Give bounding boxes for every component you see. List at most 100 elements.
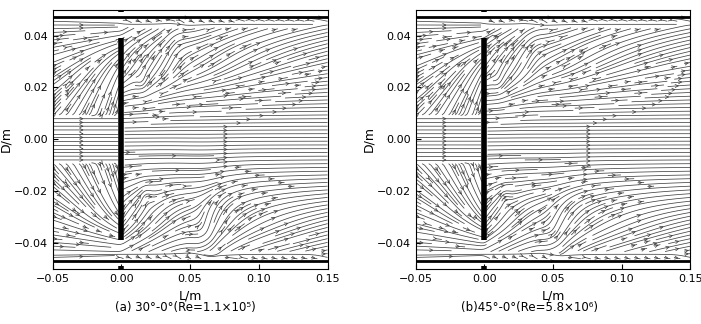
FancyArrowPatch shape <box>536 99 539 102</box>
FancyArrowPatch shape <box>465 184 468 187</box>
FancyArrowPatch shape <box>228 228 231 232</box>
FancyArrowPatch shape <box>562 66 565 69</box>
FancyArrowPatch shape <box>151 38 155 41</box>
FancyArrowPatch shape <box>443 158 446 161</box>
FancyArrowPatch shape <box>148 217 151 220</box>
FancyArrowPatch shape <box>510 57 514 60</box>
FancyArrowPatch shape <box>579 107 582 110</box>
FancyArrowPatch shape <box>416 72 419 75</box>
FancyArrowPatch shape <box>76 243 79 246</box>
FancyArrowPatch shape <box>123 177 126 180</box>
FancyArrowPatch shape <box>443 36 447 39</box>
FancyArrowPatch shape <box>519 30 523 33</box>
FancyArrowPatch shape <box>665 256 668 259</box>
FancyArrowPatch shape <box>594 248 598 251</box>
FancyArrowPatch shape <box>644 238 647 241</box>
FancyArrowPatch shape <box>173 86 176 88</box>
FancyArrowPatch shape <box>499 154 502 157</box>
FancyArrowPatch shape <box>262 192 265 195</box>
FancyArrowPatch shape <box>83 165 86 168</box>
FancyArrowPatch shape <box>571 73 574 76</box>
FancyArrowPatch shape <box>218 183 221 186</box>
FancyArrowPatch shape <box>454 43 457 47</box>
FancyArrowPatch shape <box>303 53 306 56</box>
FancyArrowPatch shape <box>295 18 299 21</box>
FancyArrowPatch shape <box>492 255 496 258</box>
FancyArrowPatch shape <box>218 195 222 198</box>
FancyArrowPatch shape <box>569 162 572 165</box>
FancyArrowPatch shape <box>306 246 309 249</box>
FancyArrowPatch shape <box>285 18 289 21</box>
FancyArrowPatch shape <box>80 241 83 244</box>
FancyArrowPatch shape <box>443 117 446 120</box>
FancyArrowPatch shape <box>637 44 641 47</box>
FancyArrowPatch shape <box>183 29 186 31</box>
FancyArrowPatch shape <box>114 170 116 174</box>
FancyArrowPatch shape <box>509 77 512 80</box>
FancyArrowPatch shape <box>130 165 132 168</box>
FancyArrowPatch shape <box>648 185 651 188</box>
FancyArrowPatch shape <box>665 96 668 98</box>
FancyArrowPatch shape <box>97 189 100 192</box>
FancyArrowPatch shape <box>133 106 136 110</box>
FancyArrowPatch shape <box>489 19 492 22</box>
FancyArrowPatch shape <box>77 180 80 183</box>
FancyArrowPatch shape <box>438 82 442 86</box>
FancyArrowPatch shape <box>173 253 177 256</box>
FancyArrowPatch shape <box>435 108 437 111</box>
FancyArrowPatch shape <box>236 166 239 169</box>
FancyArrowPatch shape <box>511 48 514 51</box>
FancyArrowPatch shape <box>224 156 227 159</box>
FancyArrowPatch shape <box>666 246 669 249</box>
FancyArrowPatch shape <box>224 152 227 155</box>
FancyArrowPatch shape <box>443 128 446 132</box>
FancyArrowPatch shape <box>669 235 672 238</box>
FancyArrowPatch shape <box>546 41 549 44</box>
FancyArrowPatch shape <box>543 45 546 48</box>
FancyArrowPatch shape <box>260 114 263 117</box>
FancyArrowPatch shape <box>77 95 80 99</box>
FancyArrowPatch shape <box>131 237 135 240</box>
FancyArrowPatch shape <box>123 71 125 74</box>
FancyArrowPatch shape <box>261 256 265 259</box>
FancyArrowPatch shape <box>224 221 227 224</box>
FancyArrowPatch shape <box>622 238 625 241</box>
FancyArrowPatch shape <box>440 226 442 229</box>
FancyArrowPatch shape <box>639 81 641 84</box>
FancyArrowPatch shape <box>164 191 168 194</box>
FancyArrowPatch shape <box>443 151 446 154</box>
FancyArrowPatch shape <box>647 234 651 237</box>
FancyArrowPatch shape <box>149 195 151 198</box>
FancyArrowPatch shape <box>632 244 634 247</box>
FancyArrowPatch shape <box>63 46 67 50</box>
FancyArrowPatch shape <box>160 178 163 181</box>
FancyArrowPatch shape <box>270 71 273 74</box>
FancyArrowPatch shape <box>492 59 495 63</box>
FancyArrowPatch shape <box>80 132 83 135</box>
FancyArrowPatch shape <box>579 88 582 92</box>
FancyArrowPatch shape <box>443 182 446 185</box>
FancyArrowPatch shape <box>165 194 169 197</box>
FancyArrowPatch shape <box>415 109 418 112</box>
FancyArrowPatch shape <box>219 37 222 40</box>
FancyArrowPatch shape <box>517 212 520 215</box>
FancyArrowPatch shape <box>312 248 315 251</box>
FancyArrowPatch shape <box>606 92 609 95</box>
FancyArrowPatch shape <box>554 236 557 239</box>
FancyArrowPatch shape <box>80 144 83 146</box>
FancyArrowPatch shape <box>76 83 80 87</box>
FancyArrowPatch shape <box>639 181 641 184</box>
FancyArrowPatch shape <box>496 50 498 53</box>
FancyArrowPatch shape <box>497 40 501 43</box>
FancyArrowPatch shape <box>416 79 419 82</box>
FancyArrowPatch shape <box>79 195 83 198</box>
FancyArrowPatch shape <box>618 215 621 218</box>
FancyArrowPatch shape <box>83 225 86 228</box>
FancyArrowPatch shape <box>489 110 492 112</box>
FancyArrowPatch shape <box>292 103 296 106</box>
FancyArrowPatch shape <box>444 64 447 66</box>
FancyArrowPatch shape <box>511 44 514 47</box>
FancyArrowPatch shape <box>652 103 655 106</box>
FancyArrowPatch shape <box>142 65 145 69</box>
FancyArrowPatch shape <box>183 35 186 39</box>
